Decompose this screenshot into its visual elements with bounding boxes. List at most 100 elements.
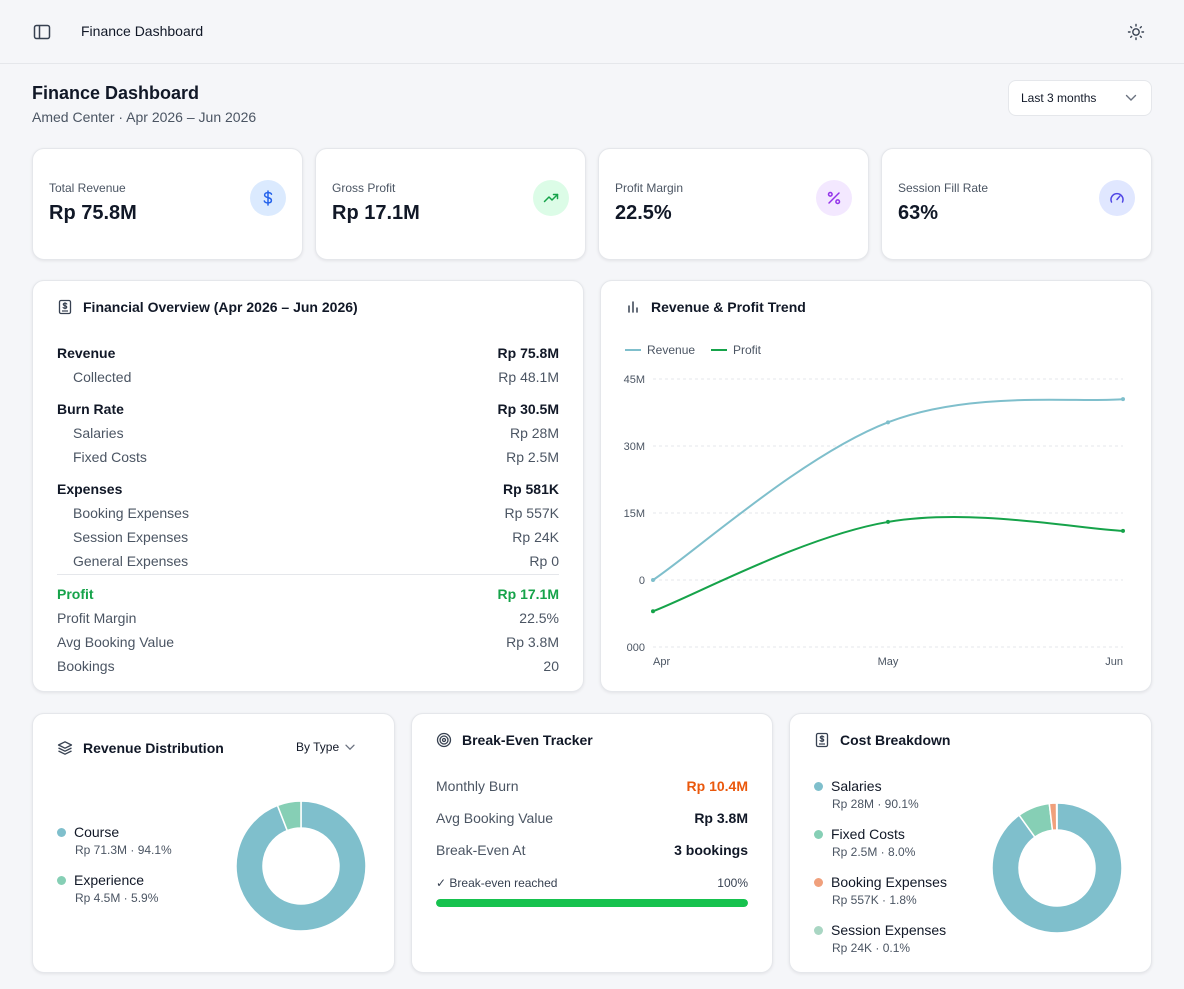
distribution-type-select[interactable]: By Type [296,740,355,754]
kpi-value: Rp 75.8M [49,202,137,224]
legend-dot [814,877,823,887]
divider [57,574,559,575]
legend-item-fixed-costs: Fixed Costs Rp 2.5M · 8.0% [814,826,915,859]
legend-swatch [711,349,727,351]
kpi-label: Gross Profit [332,181,396,195]
row-value: Rp 30.5M [497,401,559,417]
app-title: Finance Dashboard [81,23,204,39]
kpi-card-profit-margin: Profit Margin 22.5% [598,148,869,260]
card-header: Break-Even Tracker [436,732,593,748]
legend-sub: Rp 2.5M · 8.0% [832,845,916,859]
sun-icon[interactable] [1126,22,1146,42]
data-point-profit [886,519,890,524]
card-title: Financial Overview (Apr 2026 – Jun 2026) [83,299,358,315]
kpi-value: Rp 17.1M [332,202,420,224]
breakeven-row-break-even-at: Break-Even At 3 bookings [436,842,748,858]
legend-dot [814,925,823,935]
row-value: Rp 3.8M [506,634,559,650]
overview-row-collected: Collected Rp 48.1M [57,367,559,387]
kpi-card-session-fill-rate: Session Fill Rate 63% [881,148,1152,260]
legend-item-profit[interactable]: Profit [711,343,761,357]
receipt-icon [815,732,829,748]
card-title: Break-Even Tracker [462,732,593,748]
kpi-label: Profit Margin [615,181,684,195]
row-value: Rp 75.8M [497,345,559,361]
gauge-icon [1099,180,1135,216]
data-point-profit [651,609,655,614]
row-label: Profit Margin [57,610,137,626]
x-tick-label: May [878,656,899,668]
row-label: Bookings [57,658,115,674]
legend-swatch [625,349,641,351]
legend-sub: Rp 24K · 0.1% [832,941,911,955]
breakeven-row-avg-booking-value: Avg Booking Value Rp 3.8M [436,810,748,826]
progress-fill [436,899,748,907]
row-value: Rp 2.5M [506,449,559,465]
legend-sub: Rp 4.5M · 5.9% [75,891,159,905]
cost-breakdown-donut [991,802,1123,934]
overview-row-revenue: Revenue Rp 75.8M [57,343,559,363]
period-select-value: Last 3 months [1021,91,1097,105]
legend-label: Revenue [647,343,696,357]
x-tick-label: Jun [1105,656,1123,668]
row-value: Rp 28M [509,425,559,441]
donut-slice-course[interactable] [235,800,367,932]
revenue-distribution-card: Revenue Distribution By Type Course Rp 7… [32,713,395,973]
row-value: Rp 10.4M [686,778,748,794]
overview-row-session-expenses: Session Expenses Rp 24K [57,527,559,547]
kpi-value: 63% [898,202,939,224]
overview-row-booking-expenses: Booking Expenses Rp 557K [57,503,559,523]
row-label: Burn Rate [57,401,124,417]
legend-name: Experience [74,872,145,888]
period-select[interactable]: Last 3 months [1008,80,1152,116]
chevron-down-icon [1125,94,1137,101]
legend-name: Fixed Costs [831,826,905,842]
page-title: Finance Dashboard [32,83,200,103]
overview-row-bookings: Bookings 20 [57,656,559,676]
row-value: Rp 0 [529,553,559,569]
data-point-revenue [651,578,655,582]
sidebar-toggle-icon[interactable] [33,24,51,40]
kpi-label: Total Revenue [49,181,126,195]
overview-row-profit: Profit Rp 17.1M [57,584,559,604]
overview-row-general-expenses: General Expenses Rp 0 [57,551,559,571]
overview-row-expenses: Expenses Rp 581K [57,479,559,499]
overview-row-profit-margin: Profit Margin 22.5% [57,608,559,628]
legend-dot [57,827,66,837]
legend-item-booking-expenses: Booking Expenses Rp 557K · 1.8% [814,874,947,907]
y-tick-label: 0 [639,575,645,587]
card-title: Cost Breakdown [840,732,951,748]
legend-label: Profit [733,343,762,357]
row-value: Rp 24K [512,529,559,545]
top-bar: Finance Dashboard [0,0,1184,64]
legend-name: Course [74,824,120,840]
kpi-label: Session Fill Rate [898,181,989,195]
row-label: Booking Expenses [73,505,189,521]
y-tick-label: 30M [624,441,645,453]
chevron-down-icon [345,744,355,750]
legend-dot [814,781,823,791]
receipt-icon [58,299,72,315]
trending-up-icon [533,180,569,216]
row-value: 3 bookings [674,842,748,858]
overview-row-avg-booking-value: Avg Booking Value Rp 3.8M [57,632,559,652]
bar-chart-icon [628,301,638,313]
legend-name: Booking Expenses [831,874,947,890]
legend-item-revenue[interactable]: Revenue [625,343,695,357]
card-title: Revenue Distribution [83,740,224,756]
legend-name: Session Expenses [831,922,947,938]
legend-item-experience: Experience Rp 4.5M · 5.9% [57,872,158,905]
card-title: Revenue & Profit Trend [651,299,806,315]
legend-sub: Rp 71.3M · 94.1% [75,843,172,857]
row-label: Fixed Costs [73,449,147,465]
row-label: Salaries [73,425,124,441]
row-label: Monthly Burn [436,778,519,794]
donut-slice-salaries[interactable] [991,802,1123,934]
target-icon [436,732,452,748]
donut-slice-experience[interactable] [276,800,302,832]
status-text: ✓ Break-even reached [436,876,558,890]
row-value: 20 [543,658,559,674]
legend-dot [814,829,823,839]
breakeven-row-monthly-burn: Monthly Burn Rp 10.4M [436,778,748,794]
row-label: Session Expenses [73,529,189,545]
